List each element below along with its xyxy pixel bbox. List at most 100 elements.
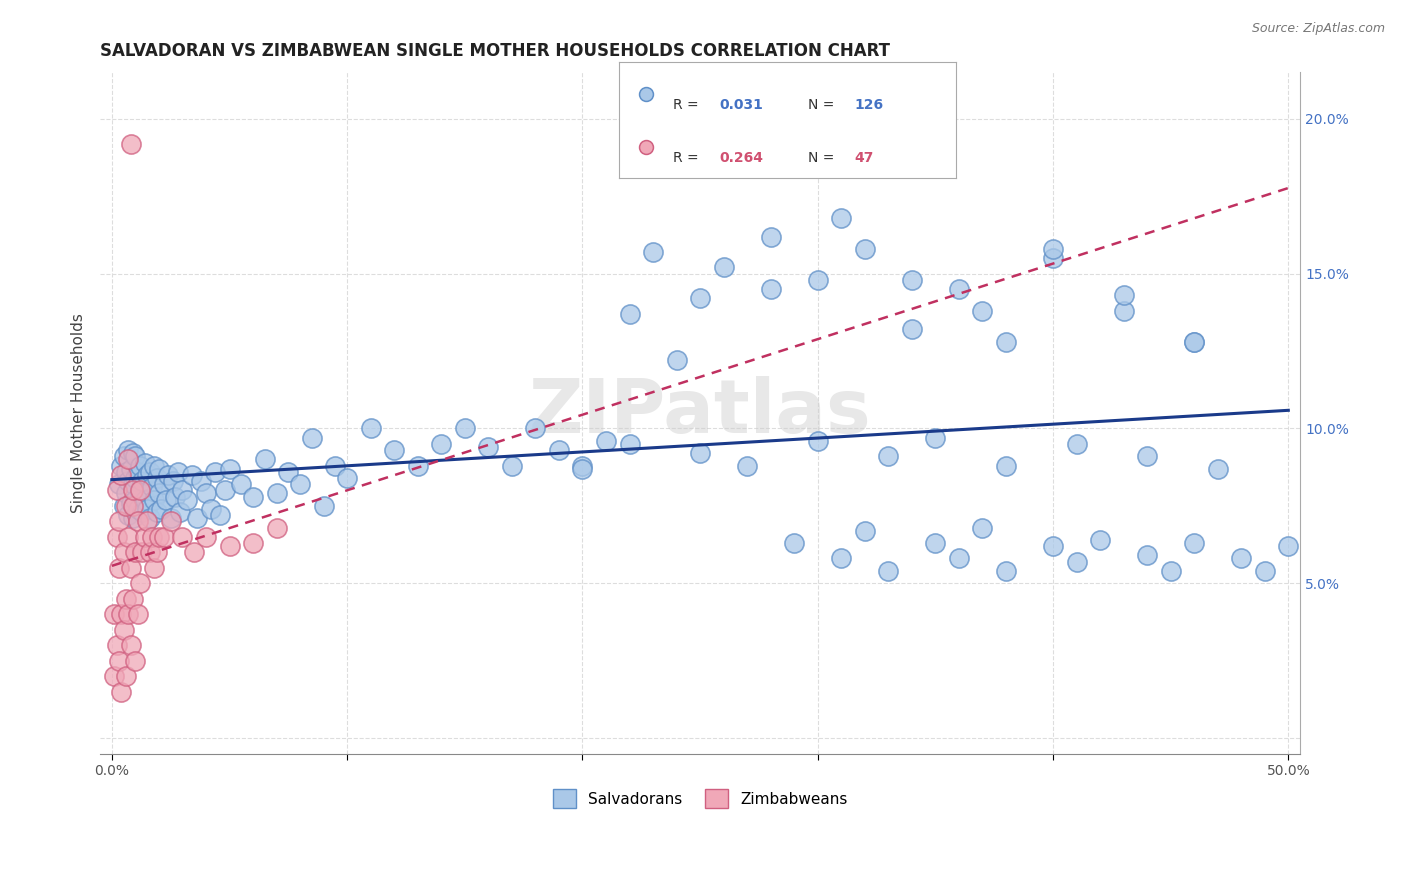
Salvadorans xyxy=(277,465,299,479)
Salvadorans xyxy=(1277,539,1299,553)
Zimbabweans xyxy=(127,514,149,528)
Zimbabweans xyxy=(120,638,142,652)
Salvadorans xyxy=(122,511,145,525)
Salvadorans xyxy=(112,499,135,513)
Zimbabweans xyxy=(117,530,139,544)
Salvadorans xyxy=(972,520,994,534)
Salvadorans xyxy=(713,260,735,275)
Salvadorans xyxy=(124,492,146,507)
Salvadorans xyxy=(200,502,222,516)
Salvadorans xyxy=(1136,549,1159,563)
Salvadorans xyxy=(172,483,194,498)
Salvadorans xyxy=(924,536,946,550)
Salvadorans xyxy=(948,282,970,296)
Salvadorans xyxy=(1042,251,1064,265)
Salvadorans xyxy=(131,505,153,519)
Salvadorans xyxy=(195,486,218,500)
Text: SALVADORAN VS ZIMBABWEAN SINGLE MOTHER HOUSEHOLDS CORRELATION CHART: SALVADORAN VS ZIMBABWEAN SINGLE MOTHER H… xyxy=(100,42,890,60)
Zimbabweans xyxy=(195,530,218,544)
Salvadorans xyxy=(204,465,226,479)
Salvadorans xyxy=(117,474,139,488)
Zimbabweans xyxy=(124,545,146,559)
Text: R =: R = xyxy=(672,151,703,165)
Salvadorans xyxy=(115,486,138,500)
Salvadorans xyxy=(186,511,208,525)
Salvadorans xyxy=(117,508,139,523)
Point xyxy=(634,87,657,101)
Text: 126: 126 xyxy=(855,98,884,112)
Salvadorans xyxy=(807,434,830,448)
Zimbabweans xyxy=(172,530,194,544)
Salvadorans xyxy=(924,431,946,445)
Salvadorans xyxy=(595,434,617,448)
Salvadorans xyxy=(190,474,212,488)
Salvadorans xyxy=(120,461,142,475)
Salvadorans xyxy=(152,477,174,491)
Salvadorans xyxy=(430,437,453,451)
Salvadorans xyxy=(689,446,711,460)
Zimbabweans xyxy=(127,607,149,622)
Salvadorans xyxy=(112,450,135,464)
Zimbabweans xyxy=(110,684,132,698)
Zimbabweans xyxy=(152,530,174,544)
Zimbabweans xyxy=(117,452,139,467)
Point xyxy=(634,140,657,154)
Salvadorans xyxy=(853,242,876,256)
Salvadorans xyxy=(138,511,160,525)
Salvadorans xyxy=(145,505,167,519)
Zimbabweans xyxy=(183,545,205,559)
Salvadorans xyxy=(454,421,477,435)
Salvadorans xyxy=(129,458,152,473)
Salvadorans xyxy=(115,465,138,479)
Zimbabweans xyxy=(266,520,288,534)
Salvadorans xyxy=(994,334,1017,349)
Salvadorans xyxy=(209,508,232,523)
Salvadorans xyxy=(1230,551,1253,566)
Salvadorans xyxy=(406,458,429,473)
Zimbabweans xyxy=(122,591,145,606)
Salvadorans xyxy=(134,456,156,470)
Salvadorans xyxy=(1160,564,1182,578)
Salvadorans xyxy=(253,452,276,467)
Text: Source: ZipAtlas.com: Source: ZipAtlas.com xyxy=(1251,22,1385,36)
Salvadorans xyxy=(134,492,156,507)
Salvadorans xyxy=(214,483,236,498)
Salvadorans xyxy=(180,467,202,482)
Zimbabweans xyxy=(108,514,131,528)
Salvadorans xyxy=(759,229,782,244)
Salvadorans xyxy=(136,467,159,482)
Salvadorans xyxy=(157,467,180,482)
Zimbabweans xyxy=(120,561,142,575)
Salvadorans xyxy=(122,446,145,460)
Salvadorans xyxy=(877,450,900,464)
Salvadorans xyxy=(571,461,593,475)
Salvadorans xyxy=(1112,303,1135,318)
Zimbabweans xyxy=(136,514,159,528)
Zimbabweans xyxy=(138,545,160,559)
Salvadorans xyxy=(336,471,359,485)
Salvadorans xyxy=(129,486,152,500)
Salvadorans xyxy=(477,440,499,454)
Salvadorans xyxy=(619,437,641,451)
Salvadorans xyxy=(138,465,160,479)
Salvadorans xyxy=(1254,564,1277,578)
Salvadorans xyxy=(1136,450,1159,464)
Salvadorans xyxy=(325,458,347,473)
Zimbabweans xyxy=(105,638,128,652)
Salvadorans xyxy=(108,477,131,491)
Salvadorans xyxy=(807,273,830,287)
Zimbabweans xyxy=(159,514,181,528)
Salvadorans xyxy=(148,461,170,475)
Salvadorans xyxy=(127,502,149,516)
Text: 0.031: 0.031 xyxy=(720,98,763,112)
Text: ZIPatlas: ZIPatlas xyxy=(529,376,872,450)
Zimbabweans xyxy=(120,136,142,151)
Salvadorans xyxy=(159,511,181,525)
Salvadorans xyxy=(1182,334,1205,349)
Salvadorans xyxy=(165,490,187,504)
Salvadorans xyxy=(994,564,1017,578)
Text: 0.264: 0.264 xyxy=(720,151,763,165)
Salvadorans xyxy=(150,502,173,516)
Y-axis label: Single Mother Households: Single Mother Households xyxy=(72,313,86,513)
Zimbabweans xyxy=(105,483,128,498)
